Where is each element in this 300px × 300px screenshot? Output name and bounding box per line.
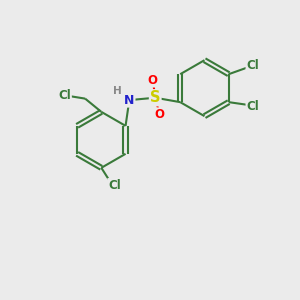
Text: O: O (154, 108, 165, 121)
Text: Cl: Cl (247, 59, 259, 72)
Text: O: O (148, 74, 158, 87)
Text: N: N (124, 94, 134, 106)
Text: Cl: Cl (108, 179, 121, 192)
Text: Cl: Cl (247, 100, 259, 113)
Text: S: S (150, 90, 160, 105)
Text: Cl: Cl (58, 89, 71, 102)
Text: H: H (112, 86, 121, 96)
